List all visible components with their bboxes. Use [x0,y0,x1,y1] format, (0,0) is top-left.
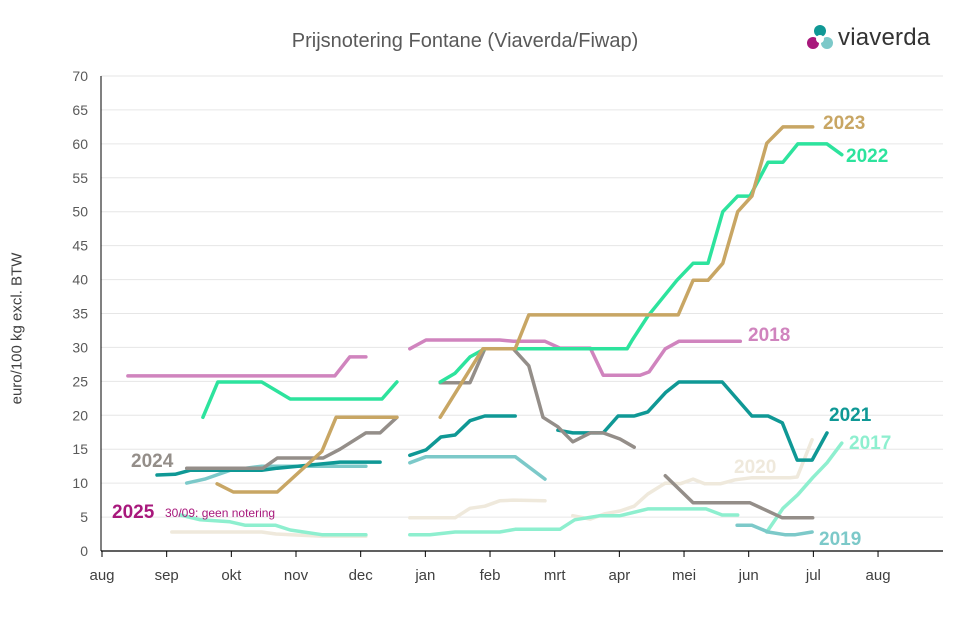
series-line-2017 [765,441,844,534]
y-tick-label: 20 [72,407,88,423]
y-tick-label: 65 [72,102,88,118]
series-line-2017 [408,507,740,537]
label-2017: 2017 [849,433,892,454]
x-tick-label: jan [414,567,435,584]
x-tick-label: jul [805,567,821,584]
series-line-2022 [201,380,399,420]
label-2019: 2019 [819,529,862,550]
x-tick-label: mrt [544,567,566,584]
y-tick-label: 35 [72,306,88,322]
logo-text: viaverda [838,24,931,51]
series-line-2021 [408,414,517,458]
series-line-2021 [556,380,829,462]
x-tick-label: nov [284,567,309,584]
viaverda-logo: viaverda [806,24,930,52]
series-line-2023 [215,415,399,494]
x-tick-label: sep [155,567,179,584]
series-line-2019 [735,523,814,537]
y-tick-label: 50 [72,204,88,220]
y-tick-label: 25 [72,373,88,389]
y-tick-label: 60 [72,136,88,152]
label-2020: 2020 [734,457,777,478]
annotation-2025: 30/09: geen notering [165,506,276,520]
x-tick-label: dec [349,567,374,584]
y-tick-label: 70 [72,68,88,84]
y-tick-label: 55 [72,170,88,186]
series-line-2020 [408,498,547,520]
label-2023: 2023 [823,113,866,134]
series-line-2021 [155,460,382,477]
y-tick-label: 5 [80,509,88,525]
series-line-2024 [438,347,636,449]
series-line-2024 [184,415,399,470]
viaverda-logo-icon [807,25,833,49]
y-tick-label: 15 [72,441,88,457]
label-2024: 2024 [131,451,174,472]
series-line-2020 [571,437,814,521]
x-tick-label: aug [866,567,891,584]
series-line-2024 [663,473,815,520]
y-tick-label: 30 [72,339,88,355]
series-line-2019 [408,454,547,481]
label-2025: 2025 [112,502,155,523]
series-line-2017 [178,513,368,537]
y-tick-label: 45 [72,238,88,254]
label-2022: 2022 [846,146,889,167]
y-tick-label: 10 [72,475,88,491]
x-tick-label: apr [609,567,631,584]
x-tick-label: aug [89,567,114,584]
series-line-2023 [438,125,815,420]
chart-title: Prijsnotering Fontane (Viaverda/Fiwap) [291,30,639,52]
label-2021: 2021 [829,405,872,426]
x-tick-label: feb [480,567,501,584]
series-line-2018 [126,355,368,378]
y-tick-label: 0 [80,543,88,559]
x-tick-label: jun [738,567,759,584]
y-tick-label: 40 [72,272,88,288]
x-tick-label: okt [221,567,242,584]
x-tick-label: mei [672,567,696,584]
label-2018: 2018 [748,325,791,346]
